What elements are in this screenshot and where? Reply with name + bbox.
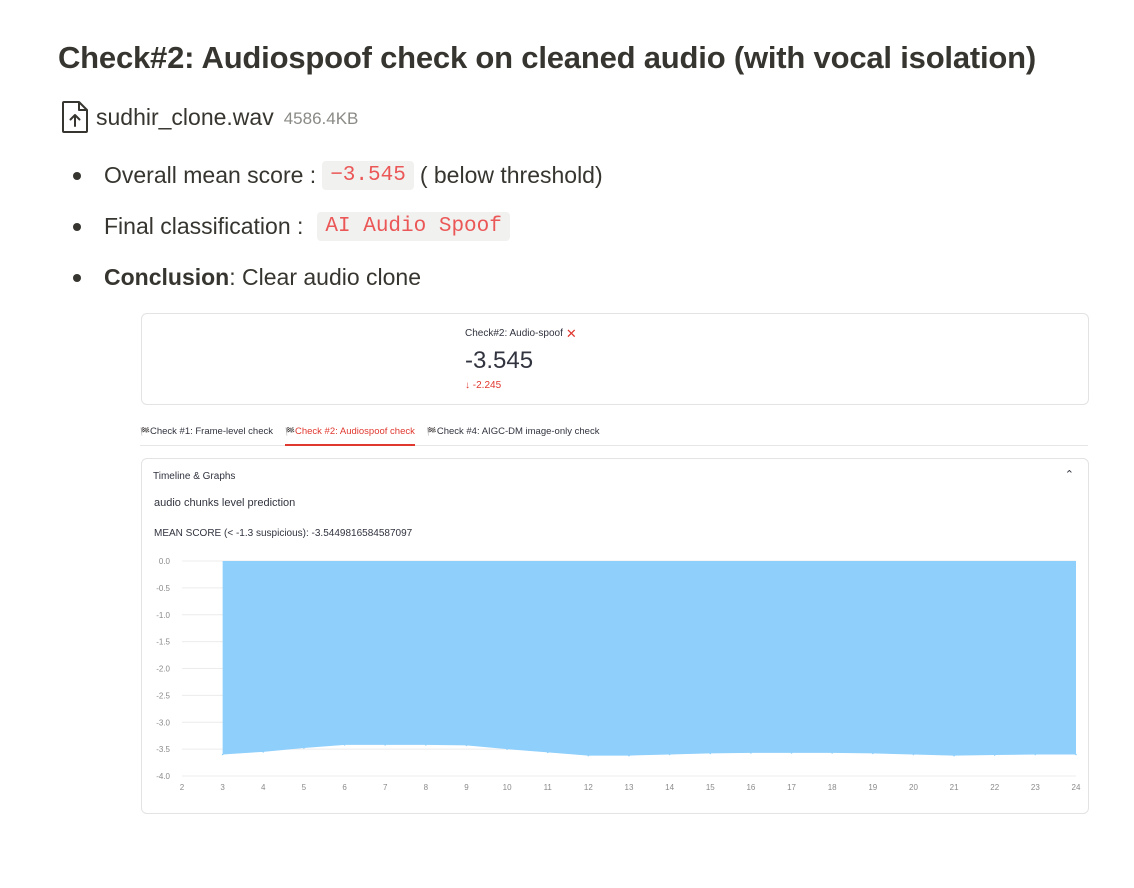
x-tick-label: 11 [544, 783, 553, 792]
list-item-classification: Final classification : AI Audio Spoof [70, 201, 603, 252]
score-value: −3.545 [322, 161, 414, 190]
data-point [953, 754, 955, 757]
x-tick-label: 18 [828, 783, 837, 792]
classification-label: Final classification : [104, 213, 304, 239]
x-tick-label: 2 [180, 783, 185, 792]
data-point [831, 752, 833, 754]
chart-subtitle: audio chunks level prediction [154, 497, 296, 509]
x-tick-label: 24 [1072, 783, 1081, 792]
check-tabs: 🏁Check #1: Frame-level check 🏁Check #2: … [140, 420, 1088, 446]
x-tick-label: 19 [868, 783, 877, 792]
x-tick-label: 16 [746, 783, 755, 792]
checkered-flag-icon: 🏁 [426, 427, 437, 436]
data-point [465, 744, 468, 747]
timeline-expander: Timeline & Graphs ⌃ audio chunks level p… [141, 458, 1089, 814]
file-size: 4586.4KB [283, 109, 359, 128]
mean-score-text: MEAN SCORE (< -1.3 suspicious): -3.54498… [154, 528, 413, 539]
score-suffix: ( below threshold) [419, 162, 603, 188]
data-point [1034, 753, 1037, 756]
tab-check-1[interactable]: 🏁Check #1: Frame-level check [140, 420, 273, 446]
metric-delta: ↓ -2.245 [465, 380, 501, 391]
area-series [222, 561, 1076, 756]
x-tick-label: 17 [787, 783, 796, 792]
tab-check-2[interactable]: 🏁Check #2: Audiospoof check [285, 420, 415, 446]
expander-title[interactable]: Timeline & Graphs [153, 471, 236, 482]
y-tick-label: -3.5 [156, 745, 170, 754]
x-tick-label: 9 [464, 783, 469, 792]
metric-label-text: Check#2: Audio-spoof [465, 328, 563, 339]
data-point [668, 753, 671, 756]
page-title: Check#2: Audiospoof check on cleaned aud… [58, 40, 1037, 75]
data-point [872, 752, 874, 755]
list-item-score: Overall mean score : −3.545 ( below thre… [70, 150, 603, 201]
score-label: Overall mean score : [104, 162, 317, 188]
tab-check-4[interactable]: 🏁Check #4: AIGC-DM image-only check [427, 420, 600, 446]
x-tick-label: 20 [909, 783, 918, 792]
checkered-flag-icon: 🏁 [140, 427, 150, 436]
y-tick-label: -3.0 [156, 718, 170, 727]
x-icon: ✕ [565, 325, 577, 341]
data-point [628, 754, 630, 757]
conclusion-label: Conclusion [104, 264, 230, 290]
file-upload-icon [62, 101, 88, 133]
y-tick-label: -2.0 [156, 665, 170, 674]
x-tick-label: 3 [220, 783, 225, 792]
result-list: Overall mean score : −3.545 ( below thre… [70, 150, 603, 303]
y-tick-label: 0.0 [159, 557, 171, 566]
x-tick-label: 7 [383, 783, 388, 792]
x-tick-label: 13 [625, 783, 634, 792]
metric-delta-value: -2.245 [472, 380, 502, 391]
data-point [912, 753, 915, 756]
list-item-conclusion: Conclusion: Clear audio clone [70, 252, 603, 303]
x-tick-label: 6 [342, 783, 347, 792]
y-tick-label: -1.5 [156, 638, 170, 647]
metric-value: -3.545 [465, 347, 534, 374]
tab-label: Check #1: Frame-level check [149, 426, 273, 437]
x-tick-label: 14 [665, 783, 674, 792]
y-tick-label: -0.5 [156, 584, 170, 593]
data-point [750, 752, 752, 754]
x-tick-label: 12 [584, 783, 593, 792]
area-chart: 0.0-0.5-1.0-1.5-2.0-2.5-3.0-3.5-4.02 3 4 5 6… [156, 557, 1081, 792]
embedded-screenshot: Check#2: Audio-spoof ✕ -3.545 ↓ -2.245 🏁… [140, 312, 1090, 814]
x-tick-label: 15 [706, 783, 715, 792]
tab-label: Check #2: Audiospoof check [294, 426, 415, 437]
x-tick-label: 10 [503, 783, 512, 792]
conclusion-text: : Clear audio clone [229, 264, 422, 290]
data-point [221, 753, 224, 756]
data-point [1075, 753, 1077, 756]
metric-card: Check#2: Audio-spoof ✕ -3.545 ↓ -2.245 [141, 313, 1089, 405]
x-tick-label: 21 [950, 783, 959, 792]
metric-label: Check#2: Audio-spoof ✕ [465, 325, 577, 341]
x-tick-label: 22 [990, 783, 999, 792]
y-tick-label: -1.0 [156, 611, 170, 620]
data-point [709, 752, 712, 755]
y-tick-label: -2.5 [156, 691, 170, 700]
data-point [425, 744, 427, 746]
arrow-down-icon: ↓ [465, 380, 470, 391]
x-tick-label: 8 [424, 783, 429, 792]
x-tick-label: 5 [302, 783, 307, 792]
classification-value: AI Audio Spoof [317, 212, 510, 241]
data-point [546, 751, 549, 754]
file-name[interactable]: sudhir_clone.wav [96, 103, 274, 130]
x-tick-label: 4 [261, 783, 266, 792]
checkered-flag-icon: 🏁 [285, 427, 295, 436]
x-tick-label: 23 [1031, 783, 1040, 792]
data-point [506, 748, 508, 750]
data-point [343, 744, 346, 746]
data-point [587, 754, 590, 757]
y-tick-label: -4.0 [156, 772, 170, 781]
data-point [790, 752, 793, 754]
tab-label: Check #4: AIGC-DM image-only check [436, 426, 600, 437]
data-point [384, 744, 386, 746]
data-point [303, 747, 305, 749]
file-attachment[interactable]: sudhir_clone.wav 4586.4KB [60, 100, 358, 134]
chevron-up-icon[interactable]: ⌃ [1064, 469, 1074, 481]
data-point [993, 754, 996, 756]
data-point [262, 751, 265, 753]
